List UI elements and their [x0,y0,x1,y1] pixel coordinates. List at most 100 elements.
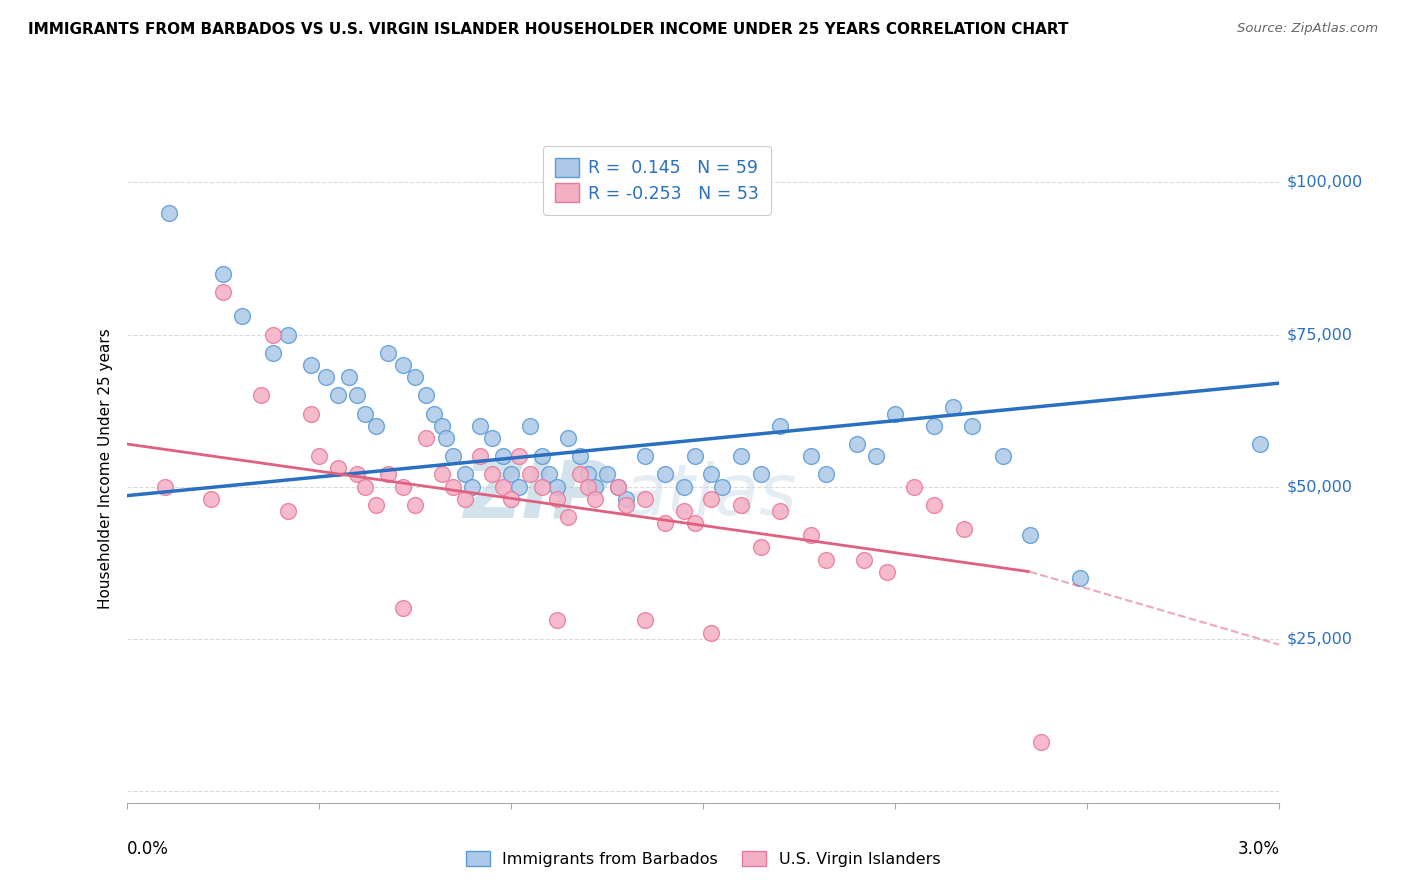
Point [607,479,630,493]
Point [519,418,541,433]
Point [800,449,823,463]
Point [607,479,630,493]
Point [353,407,375,421]
Text: ZIP: ZIP [464,456,610,534]
Point [654,516,676,530]
Point [508,449,530,463]
Point [339,370,361,384]
Point [326,388,349,402]
Point [392,479,415,493]
Point [672,479,695,493]
Text: 3.0%: 3.0% [1237,839,1279,857]
Point [1069,571,1091,585]
Point [557,510,579,524]
Point [415,388,437,402]
Point [454,467,477,482]
Point [654,467,676,482]
Point [481,467,503,482]
Point [430,418,453,433]
Point [404,370,426,384]
Point [211,267,233,281]
Point [211,285,233,299]
Point [546,479,568,493]
Point [499,467,522,482]
Point [377,467,399,482]
Point [583,479,606,493]
Point [530,479,553,493]
Point [461,479,484,493]
Point [814,552,837,566]
Point [634,491,657,506]
Point [699,491,721,506]
Point [922,418,945,433]
Point [685,449,707,463]
Legend: R =  0.145   N = 59, R = -0.253   N = 53: R = 0.145 N = 59, R = -0.253 N = 53 [543,145,770,215]
Point [711,479,734,493]
Point [353,479,375,493]
Point [1031,735,1053,749]
Point [299,407,322,421]
Point [769,504,792,518]
Point [499,491,522,506]
Point [634,449,657,463]
Point [576,467,599,482]
Point [231,310,253,324]
Point [430,467,453,482]
Point [614,498,637,512]
Point [423,407,446,421]
Point [508,479,530,493]
Y-axis label: Householder Income Under 25 years: Householder Income Under 25 years [97,328,112,608]
Point [699,467,721,482]
Point [415,431,437,445]
Point [800,528,823,542]
Point [441,479,464,493]
Point [200,491,222,506]
Point [730,498,752,512]
Point [876,565,898,579]
Point [153,479,176,493]
Point [366,418,388,433]
Point [814,467,837,482]
Point [377,345,399,359]
Point [530,449,553,463]
Point [519,467,541,482]
Point [922,498,945,512]
Text: $50,000: $50,000 [1286,479,1353,494]
Point [492,449,515,463]
Point [730,449,752,463]
Point [468,418,491,433]
Point [277,327,299,342]
Point [853,552,876,566]
Point [884,407,907,421]
Point [366,498,388,512]
Point [845,437,868,451]
Point [404,498,426,512]
Point [454,491,477,506]
Point [546,491,568,506]
Point [538,467,561,482]
Text: $100,000: $100,000 [1286,175,1362,190]
Point [576,479,599,493]
Text: IMMIGRANTS FROM BARBADOS VS U.S. VIRGIN ISLANDER HOUSEHOLDER INCOME UNDER 25 YEA: IMMIGRANTS FROM BARBADOS VS U.S. VIRGIN … [28,22,1069,37]
Text: $25,000: $25,000 [1286,632,1353,646]
Point [685,516,707,530]
Point [434,431,457,445]
Point [392,358,415,372]
Text: atlas: atlas [623,460,797,530]
Point [769,418,792,433]
Point [441,449,464,463]
Point [634,613,657,627]
Point [346,467,368,482]
Text: Source: ZipAtlas.com: Source: ZipAtlas.com [1237,22,1378,36]
Point [546,613,568,627]
Point [942,401,965,415]
Point [262,327,284,342]
Point [749,541,772,555]
Point [953,522,976,536]
Point [569,467,592,482]
Point [308,449,330,463]
Point [557,431,579,445]
Point [903,479,925,493]
Point [277,504,299,518]
Point [749,467,772,482]
